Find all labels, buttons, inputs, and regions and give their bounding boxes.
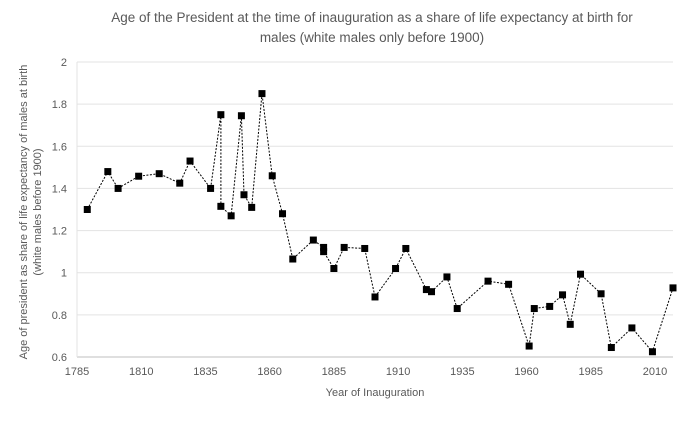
data-point [361, 244, 369, 252]
data-point [237, 112, 245, 120]
data-point [258, 90, 266, 98]
y-tick-label: 0.6 [52, 352, 67, 364]
data-point [669, 284, 677, 292]
data-point [577, 270, 585, 278]
x-tick-label: 1960 [514, 366, 538, 378]
data-point [392, 265, 400, 272]
x-tick-label: 1810 [129, 366, 153, 378]
y-tick-label: 1.2 [52, 226, 67, 238]
x-tick-label: 1785 [65, 366, 89, 378]
data-point [340, 243, 348, 251]
x-tick-label: 1935 [450, 366, 474, 378]
data-point [240, 191, 248, 199]
y-axis-label-line-2: (white males before 1900) [32, 148, 44, 275]
data-point [628, 324, 636, 332]
data-point [453, 305, 461, 313]
data-point [217, 111, 225, 119]
y-tick-label: 1.4 [52, 183, 67, 195]
data-point [155, 170, 163, 178]
data-point [268, 172, 276, 180]
y-tick-label: 1 [61, 268, 67, 280]
chart-title-line-2: males (white males only before 1900) [260, 30, 484, 45]
data-point [484, 277, 492, 285]
y-tick-label: 1.8 [52, 99, 67, 111]
data-point [176, 179, 184, 187]
x-tick-label: 1985 [579, 366, 603, 378]
data-point [648, 348, 656, 356]
data-point [248, 203, 256, 211]
y-tick-label: 2 [61, 57, 67, 69]
data-point [559, 291, 567, 299]
y-tick-label: 1.6 [52, 141, 67, 153]
data-point [104, 168, 112, 176]
gridlines [76, 61, 673, 358]
data-point [186, 157, 194, 165]
data-point [207, 184, 215, 192]
x-axis-label: Year of Inauguration [326, 387, 425, 399]
data-point [320, 243, 328, 251]
data-point [135, 172, 143, 180]
x-tick-label: 2010 [643, 366, 667, 378]
data-point [402, 244, 410, 252]
y-tick-label: 0.8 [52, 310, 67, 322]
series-markers [83, 90, 677, 356]
x-tick-label: 1835 [193, 366, 217, 378]
data-point [320, 248, 328, 256]
data-point [83, 206, 91, 213]
y-axis-ticks: 0.6 0.8 1 1.2 1.4 1.6 1.8 2 [52, 57, 67, 364]
data-point [371, 293, 379, 301]
x-tick-label: 1885 [322, 366, 346, 378]
data-point [597, 290, 605, 298]
data-point [330, 265, 338, 272]
data-point [217, 202, 225, 210]
x-axis-ticks: 1785 1810 1835 1860 1885 1910 1935 1960 1985 2010 [65, 366, 668, 378]
data-point [566, 320, 574, 328]
data-point [530, 305, 538, 313]
data-point [279, 210, 287, 218]
data-point [289, 255, 297, 263]
data-point [607, 344, 615, 352]
data-point [443, 273, 451, 281]
data-point [309, 236, 317, 244]
x-tick-label: 1910 [386, 366, 410, 378]
data-point [428, 288, 436, 296]
x-tick-label: 1860 [257, 366, 281, 378]
data-point [525, 342, 533, 350]
y-axis-label-line-1: Age of president as share of life expect… [18, 65, 30, 360]
data-point [227, 212, 235, 220]
series-line [86, 93, 674, 353]
chart-title-line-1: Age of the President at the time of inau… [111, 10, 633, 25]
data-point [422, 286, 430, 294]
data-point [114, 184, 122, 192]
data-point [505, 280, 513, 288]
data-point [546, 302, 554, 310]
